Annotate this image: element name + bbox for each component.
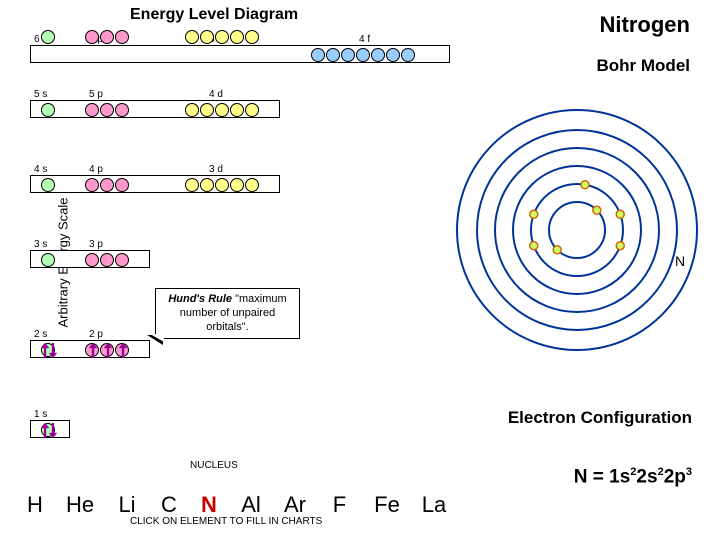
orbital-p (85, 178, 99, 192)
element-n[interactable]: N (194, 492, 224, 518)
orbital-d (215, 30, 229, 44)
orbital-d (230, 30, 244, 44)
bohr-model (447, 90, 707, 370)
orbital-d (230, 103, 244, 117)
orbital-p (115, 343, 129, 357)
electron-arrow-down (49, 423, 57, 438)
orbital-d (200, 30, 214, 44)
sublevel-label: 4 f (359, 34, 370, 45)
element-he[interactable]: He (60, 492, 100, 518)
orbital-f (401, 48, 415, 62)
element-name: Nitrogen (600, 12, 690, 38)
element-c[interactable]: C (154, 492, 184, 518)
energy-level-box: 4 s4 p3 d (30, 175, 280, 193)
orbital-p (100, 253, 114, 267)
sublevel-label: 2 s (34, 329, 47, 340)
orbital-p (100, 178, 114, 192)
orbital-d (245, 178, 259, 192)
energy-diagram-title: Energy Level Diagram (130, 6, 298, 24)
electron-config-label: Electron Configuration (508, 408, 692, 428)
sublevel-label: 4 p (89, 164, 103, 175)
nucleus-label: NUCLEUS (190, 460, 238, 471)
sublevel-label: 5 p (89, 89, 103, 100)
energy-level-box: 3 s3 p (30, 250, 150, 268)
orbital-p (115, 103, 129, 117)
energy-level-box: 2 s2 p (30, 340, 150, 358)
elements-row: H He Li CN Al Ar F Fe La (20, 492, 461, 518)
element-la[interactable]: La (417, 492, 451, 518)
bohr-n-label: N (675, 253, 685, 269)
element-li[interactable]: Li (110, 492, 144, 518)
orbital-s (41, 178, 55, 192)
orbital-p (100, 103, 114, 117)
electron-config-value: N = 1s22s22p3 (574, 466, 692, 488)
hunds-rule-callout: Hund's Rule "maximumnumber of unpairedor… (155, 288, 300, 339)
sublevel-label: 2 p (89, 329, 103, 340)
sublevel-label: 5 s (34, 89, 47, 100)
orbital-p (115, 253, 129, 267)
orbital-d (215, 178, 229, 192)
orbital-d (215, 103, 229, 117)
electron-arrow-up (104, 343, 112, 358)
orbital-s (41, 343, 55, 357)
sublevel-label: 3 d (209, 164, 223, 175)
orbital-d (185, 178, 199, 192)
orbital-f (341, 48, 355, 62)
orbital-d (245, 103, 259, 117)
energy-level-box: 5 s5 p4 d (30, 100, 280, 118)
orbital-f (326, 48, 340, 62)
element-h[interactable]: H (20, 492, 50, 518)
sublevel-label: 3 p (89, 239, 103, 250)
orbital-f (311, 48, 325, 62)
electron-arrow-up (41, 423, 49, 438)
electron-arrow-down (49, 343, 57, 358)
sublevel-label: 4 s (34, 164, 47, 175)
element-fe[interactable]: Fe (367, 492, 407, 518)
orbital-p (85, 343, 99, 357)
orbital-d (200, 178, 214, 192)
orbital-p (100, 30, 114, 44)
electron-arrow-up (119, 343, 127, 358)
orbital-p (85, 103, 99, 117)
orbital-s (41, 103, 55, 117)
orbital-p (115, 178, 129, 192)
energy-level-box: 1 s (30, 420, 70, 438)
element-ar[interactable]: Ar (278, 492, 312, 518)
sublevel-label: 3 s (34, 239, 47, 250)
orbital-s (41, 253, 55, 267)
bohr-model-label: Bohr Model (597, 56, 691, 76)
orbital-p (85, 253, 99, 267)
orbital-d (200, 103, 214, 117)
orbital-f (356, 48, 370, 62)
orbital-p (115, 30, 129, 44)
orbital-f (371, 48, 385, 62)
click-instruction: CLICK ON ELEMENT TO FILL IN CHARTS (130, 516, 322, 527)
orbital-d (245, 30, 259, 44)
orbital-d (185, 103, 199, 117)
orbital-f (386, 48, 400, 62)
electron-arrow-up (41, 343, 49, 358)
sublevel-label: 4 d (209, 89, 223, 100)
element-f[interactable]: F (322, 492, 357, 518)
sublevel-label: 1 s (34, 409, 47, 420)
element-al[interactable]: Al (234, 492, 268, 518)
orbital-s (41, 423, 55, 437)
electron-arrow-up (89, 343, 97, 358)
orbital-s (41, 30, 55, 44)
orbital-p (85, 30, 99, 44)
orbital-p (100, 343, 114, 357)
orbital-d (230, 178, 244, 192)
orbital-d (185, 30, 199, 44)
energy-level-box: 6 s6 p5 d4 f (30, 45, 450, 63)
